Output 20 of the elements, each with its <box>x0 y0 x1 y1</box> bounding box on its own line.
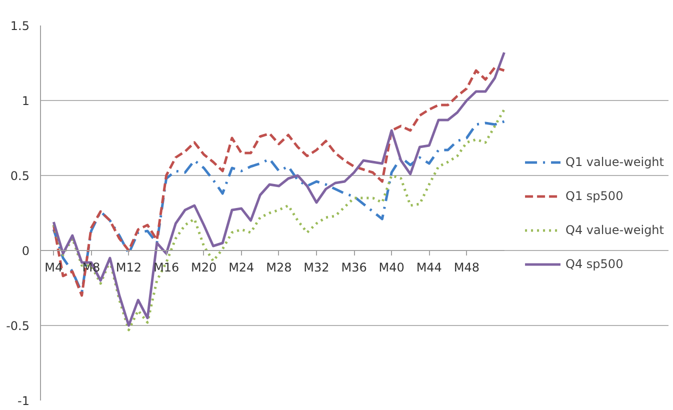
x-tick-label: M36 <box>341 260 367 274</box>
legend-label: Q4 value-weight <box>566 222 664 236</box>
y-tick-label: 0 <box>22 244 30 258</box>
x-tick-label: M4 <box>44 260 63 274</box>
y-tick-label: -1 <box>18 394 30 408</box>
legend-label: Q1 value-weight <box>566 154 664 168</box>
x-tick-label: M48 <box>454 260 480 274</box>
x-tick-label: M20 <box>191 260 217 274</box>
x-tick-label: M44 <box>416 260 442 274</box>
y-tick-label: 1.5 <box>10 19 30 33</box>
x-tick-label: M32 <box>304 260 330 274</box>
x-tick-label: M28 <box>266 260 292 274</box>
legend-label: Q4 sp500 <box>566 256 624 270</box>
x-tick-label: M12 <box>116 260 142 274</box>
y-tick-label: 0.5 <box>10 169 30 183</box>
x-tick-label: M24 <box>228 260 254 274</box>
y-tick-label: 1 <box>22 94 30 108</box>
legend-label: Q1 sp500 <box>566 188 624 202</box>
x-tick-label: M40 <box>378 260 404 274</box>
y-tick-label: -0.5 <box>6 319 30 333</box>
